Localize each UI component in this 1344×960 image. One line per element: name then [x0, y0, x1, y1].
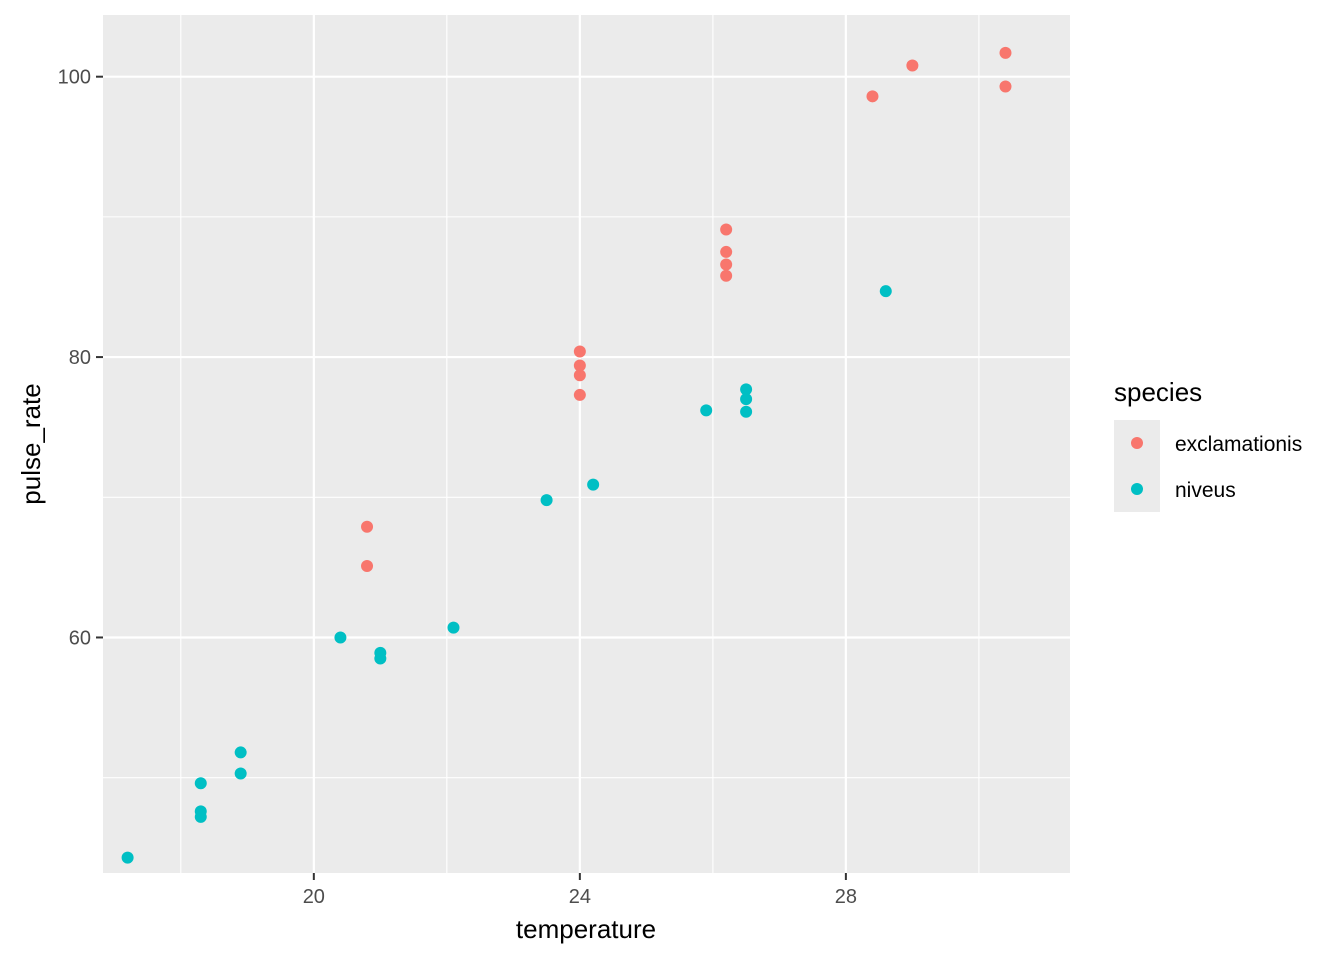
x-tick-label: 20 — [303, 886, 325, 908]
data-point-exclamationis — [573, 359, 586, 372]
data-point-exclamationis — [361, 559, 374, 572]
data-point-niveus — [447, 621, 460, 634]
data-point-niveus — [740, 383, 753, 396]
data-point-exclamationis — [573, 388, 586, 401]
data-point-niveus — [234, 767, 247, 780]
legend-label-niveus: niveus — [1175, 479, 1236, 502]
data-point-exclamationis — [906, 59, 919, 72]
data-point-niveus — [879, 285, 892, 298]
data-point-niveus — [540, 494, 553, 507]
data-points — [121, 46, 1012, 864]
x-axis-title: temperature — [516, 914, 656, 944]
data-point-niveus — [234, 746, 247, 759]
data-point-niveus — [194, 777, 207, 790]
legend: species exclamationis niveus — [1114, 377, 1302, 512]
data-point-exclamationis — [720, 223, 733, 236]
data-point-exclamationis — [573, 345, 586, 358]
x-tick-label: 24 — [569, 886, 591, 908]
legend-key-niveus — [1131, 483, 1143, 495]
legend-key-exclamationis — [1131, 437, 1143, 449]
data-point-niveus — [740, 405, 753, 418]
data-point-niveus — [374, 646, 387, 659]
data-point-exclamationis — [999, 46, 1012, 59]
y-axis: 60 80 100 — [58, 67, 103, 649]
x-axis: 20 24 28 — [303, 873, 857, 908]
data-point-niveus — [194, 805, 207, 818]
y-axis-title: pulse_rate — [16, 383, 46, 504]
y-tick-label: 80 — [69, 347, 91, 369]
data-point-exclamationis — [999, 80, 1012, 93]
data-point-exclamationis — [720, 258, 733, 271]
panel-background — [103, 15, 1070, 873]
y-tick-label: 100 — [58, 67, 91, 89]
data-point-exclamationis — [720, 269, 733, 282]
data-point-niveus — [740, 393, 753, 406]
data-point-exclamationis — [573, 369, 586, 382]
data-point-niveus — [700, 404, 713, 417]
x-tick-label: 28 — [835, 886, 857, 908]
data-point-niveus — [587, 478, 600, 491]
major-gridlines — [103, 15, 1070, 873]
data-point-exclamationis — [361, 520, 374, 533]
legend-label-exclamationis: exclamationis — [1175, 433, 1302, 456]
minor-gridlines — [103, 15, 1070, 873]
y-tick-label: 60 — [69, 627, 91, 649]
data-point-niveus — [121, 851, 134, 864]
data-point-exclamationis — [866, 90, 879, 103]
data-point-exclamationis — [720, 245, 733, 258]
data-point-niveus — [334, 631, 347, 644]
legend-title: species — [1114, 377, 1202, 407]
